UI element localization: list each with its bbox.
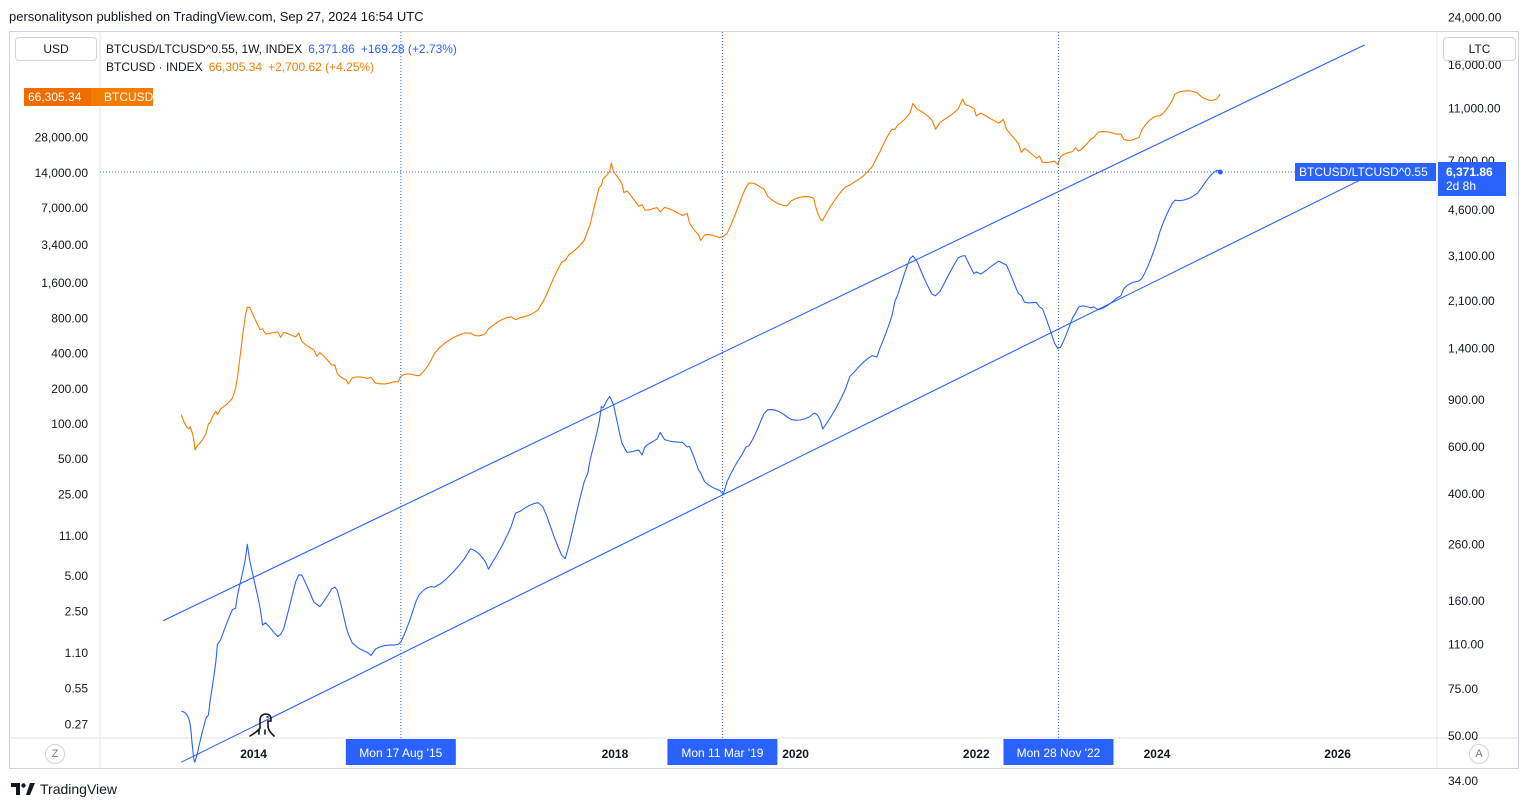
btc-last-value: 66,305.34: [28, 90, 82, 104]
right-axis-tick-label: 3,100.00: [1448, 249, 1495, 263]
ratio-last-point: [1217, 169, 1223, 175]
left-axis-tick-label: 14,000.00: [35, 166, 89, 180]
left-currency-selector[interactable]: USD: [15, 37, 97, 61]
ratio-last-value: 6,371.86: [1446, 165, 1493, 179]
chart-frame: [9, 31, 1519, 769]
legend-row-btc[interactable]: BTCUSD · INDEX 66,305.34 +2,700.62 (+4.2…: [106, 58, 457, 76]
left-axis-tick-label: 200.00: [51, 382, 88, 396]
series-legend: BTCUSD/LTCUSD^0.55, 1W, INDEX 6,371.86 +…: [106, 40, 457, 76]
left-axis-tick-label: 0.27: [65, 718, 89, 732]
ratio-countdown: 2d 8h: [1446, 179, 1476, 193]
legend-btc-change: +2,700.62 (+4.25%): [268, 60, 375, 74]
date-marker-label: Mon 11 Mar '19: [681, 746, 763, 760]
legend-btc-value: 66,305.34: [208, 60, 263, 74]
right-axis-tick-label: 260.00: [1448, 537, 1485, 551]
left-axis-tick-label: 7,000.00: [41, 201, 88, 215]
left-axis-tick-label: 3,400.00: [41, 238, 88, 252]
right-axis-tick-label: 600.00: [1448, 440, 1485, 454]
date-marker-label: Mon 28 Nov '22: [1017, 746, 1101, 760]
dino-icon: [249, 713, 275, 737]
right-axis-tick-label: 16,000.00: [1448, 58, 1502, 72]
right-axis-tick-label: 34.00: [1448, 774, 1478, 788]
legend-ratio-change: +169.28 (+2.73%): [360, 42, 457, 56]
series-line-btcusd[interactable]: [180, 90, 1221, 451]
right-axis-tick-label: 400.00: [1448, 487, 1485, 501]
left-axis-tick-label: 2.50: [65, 604, 89, 618]
right-scale-mode-button[interactable]: A: [1469, 744, 1489, 764]
channel-line-lower[interactable]: [181, 163, 1393, 763]
time-axis-tick-label: 2026: [1324, 747, 1351, 761]
date-marker-label-bg: [1003, 739, 1114, 765]
legend-ratio-value: 6,371.86: [308, 42, 355, 56]
left-axis-tick-label: 100.00: [51, 417, 88, 431]
btc-last-series-name: BTCUSD: [104, 90, 154, 104]
time-axis-tick-label: 2020: [782, 747, 809, 761]
ratio-last-value-bg: [1438, 162, 1506, 197]
left-axis-tick-label: 11.00: [59, 529, 88, 543]
right-axis-tick-label: 75.00: [1448, 682, 1478, 696]
right-axis-tick-label: 4,600.00: [1448, 203, 1495, 217]
right-axis-tick-label: 24,000.00: [1448, 11, 1502, 25]
series-line-ratio[interactable]: [181, 169, 1221, 763]
right-axis-tick-label: 1,400.00: [1448, 341, 1495, 355]
published-caption: personalityson published on TradingView.…: [9, 9, 424, 24]
time-axis-tick-label: 2014: [240, 747, 267, 761]
left-axis-tick-label: 28,000.00: [35, 131, 89, 145]
tradingview-logo[interactable]: TradingView: [11, 781, 117, 797]
left-axis-tick-label: 800.00: [51, 311, 88, 325]
right-axis-tick-label: 11,000.00: [1448, 101, 1501, 115]
legend-ratio-name: BTCUSD/LTCUSD^0.55, 1W, INDEX: [106, 42, 303, 56]
left-scale-mode-button[interactable]: Z: [45, 744, 65, 764]
right-currency-selector[interactable]: LTC: [1443, 37, 1516, 61]
right-axis-tick-label: 2,100.00: [1448, 294, 1495, 308]
right-axis-tick-label: 110.00: [1448, 637, 1484, 651]
time-axis-tick-label: 2024: [1144, 747, 1171, 761]
ratio-last-series-bg: [1295, 163, 1436, 182]
tradingview-logo-icon: [11, 783, 35, 795]
left-axis-tick-label: 1.10: [65, 646, 89, 660]
left-axis-tick-label: 1,600.00: [41, 276, 88, 290]
left-axis-tick-label: 25.00: [58, 487, 88, 501]
left-axis-tick-label: 5.00: [65, 569, 89, 583]
right-axis-tick-label: 160.00: [1448, 594, 1485, 608]
time-axis-tick-label: 2018: [602, 747, 629, 761]
channel-line-upper[interactable]: [162, 44, 1365, 622]
legend-btc-name: BTCUSD · INDEX: [106, 60, 203, 74]
left-axis-tick-label: 400.00: [51, 347, 88, 361]
ratio-last-series-name: BTCUSD/LTCUSD^0.55: [1299, 165, 1428, 179]
date-marker-label-bg: [345, 739, 456, 765]
left-axis-tick-label: 50.00: [58, 452, 88, 466]
btc-last-value-bg: [24, 88, 91, 106]
tradingview-logo-text: TradingView: [40, 781, 118, 797]
legend-row-ratio[interactable]: BTCUSD/LTCUSD^0.55, 1W, INDEX 6,371.86 +…: [106, 40, 457, 58]
right-axis-tick-label: 50.00: [1448, 729, 1478, 743]
right-axis-tick-label: 900.00: [1448, 393, 1485, 407]
left-axis-tick-label: 0.55: [65, 681, 89, 695]
date-marker-label-bg: [667, 739, 778, 765]
time-axis-tick-label: 2022: [963, 747, 990, 761]
date-marker-label: Mon 17 Aug '15: [359, 746, 442, 760]
